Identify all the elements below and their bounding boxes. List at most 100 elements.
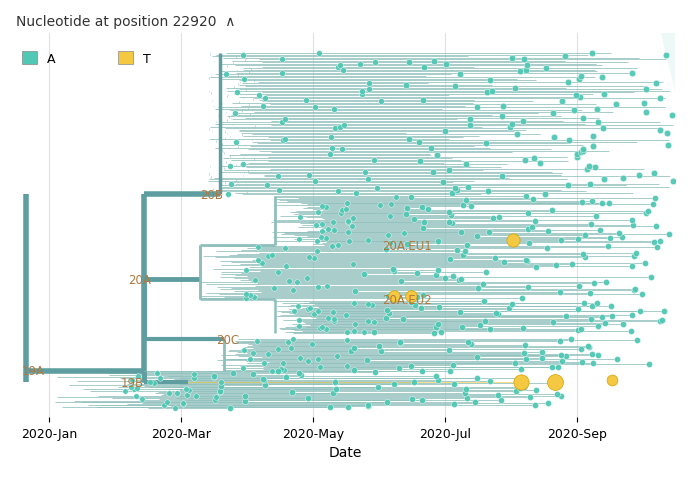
Point bbox=[556, 236, 567, 244]
Point bbox=[408, 215, 419, 223]
Point bbox=[507, 237, 518, 245]
Point bbox=[441, 61, 452, 69]
Text: 20A.EU2: 20A.EU2 bbox=[382, 293, 432, 306]
Point bbox=[433, 376, 444, 384]
Point bbox=[251, 337, 262, 345]
Point bbox=[417, 97, 428, 105]
Point bbox=[640, 210, 651, 218]
Point bbox=[341, 362, 352, 370]
Point bbox=[132, 373, 144, 380]
Point bbox=[444, 346, 455, 354]
Point bbox=[575, 149, 586, 157]
Point bbox=[393, 364, 404, 372]
Point bbox=[582, 342, 593, 350]
Point bbox=[661, 52, 672, 60]
Point bbox=[395, 340, 406, 348]
Point bbox=[375, 98, 386, 106]
Point bbox=[209, 397, 220, 405]
Point bbox=[381, 314, 392, 322]
Point bbox=[262, 252, 273, 260]
Point bbox=[635, 307, 646, 315]
Point bbox=[238, 364, 249, 372]
Point bbox=[587, 133, 598, 140]
Point bbox=[310, 104, 321, 112]
Point bbox=[606, 377, 617, 384]
Point bbox=[645, 273, 656, 281]
Point bbox=[663, 142, 674, 150]
Point bbox=[596, 200, 607, 208]
Point bbox=[335, 210, 346, 218]
Point bbox=[126, 376, 137, 384]
Point bbox=[321, 325, 332, 333]
Point bbox=[631, 336, 642, 344]
Text: 20C: 20C bbox=[216, 333, 239, 346]
Point bbox=[549, 378, 560, 386]
Point bbox=[465, 340, 476, 348]
Point bbox=[602, 243, 613, 251]
Point bbox=[428, 58, 440, 65]
Point bbox=[573, 76, 584, 83]
Point bbox=[563, 79, 574, 87]
Point bbox=[412, 294, 423, 302]
Point bbox=[225, 163, 236, 170]
Point bbox=[445, 367, 456, 375]
Point bbox=[273, 173, 284, 181]
Point bbox=[460, 248, 471, 256]
Point bbox=[654, 237, 665, 245]
Point bbox=[454, 308, 465, 316]
Point bbox=[431, 324, 442, 332]
Point bbox=[400, 211, 411, 219]
Point bbox=[209, 372, 220, 379]
Point bbox=[137, 395, 148, 403]
Point bbox=[429, 330, 440, 337]
Point bbox=[455, 276, 466, 284]
Point bbox=[304, 305, 315, 313]
Point bbox=[237, 52, 248, 60]
Point bbox=[391, 194, 402, 202]
Point bbox=[466, 203, 477, 211]
Point bbox=[578, 115, 589, 122]
Point bbox=[241, 295, 252, 302]
Point bbox=[388, 292, 400, 300]
Point bbox=[597, 74, 608, 82]
Point bbox=[382, 293, 393, 301]
Point bbox=[566, 261, 577, 269]
Point bbox=[313, 308, 324, 316]
Point bbox=[327, 308, 338, 316]
Point bbox=[472, 104, 483, 112]
Point bbox=[661, 130, 672, 137]
Text: 20A.EU1: 20A.EU1 bbox=[382, 239, 432, 252]
Point bbox=[446, 212, 457, 220]
Point bbox=[411, 269, 422, 277]
Point bbox=[268, 284, 279, 292]
Text: 20A: 20A bbox=[128, 273, 152, 287]
Point bbox=[281, 263, 292, 271]
Point bbox=[294, 235, 305, 243]
Point bbox=[322, 226, 333, 233]
Point bbox=[560, 53, 571, 61]
Point bbox=[576, 326, 587, 333]
Point bbox=[569, 107, 580, 115]
Point bbox=[472, 375, 483, 382]
Point bbox=[308, 311, 319, 318]
Point bbox=[592, 351, 603, 359]
Point bbox=[313, 283, 324, 291]
Point bbox=[548, 110, 559, 118]
Point bbox=[304, 172, 315, 180]
Point bbox=[262, 182, 273, 190]
Point bbox=[337, 67, 348, 75]
Point bbox=[406, 362, 417, 370]
Point bbox=[317, 227, 328, 235]
Point bbox=[484, 77, 495, 85]
Point bbox=[328, 106, 339, 113]
Point bbox=[430, 373, 441, 380]
Point bbox=[324, 403, 335, 410]
Point bbox=[320, 204, 331, 212]
Point bbox=[547, 364, 558, 372]
Point bbox=[561, 313, 572, 320]
Point bbox=[589, 280, 600, 287]
Legend: A, T: A, T bbox=[22, 52, 151, 66]
Point bbox=[522, 226, 533, 233]
Point bbox=[326, 243, 337, 251]
Point bbox=[481, 140, 492, 148]
